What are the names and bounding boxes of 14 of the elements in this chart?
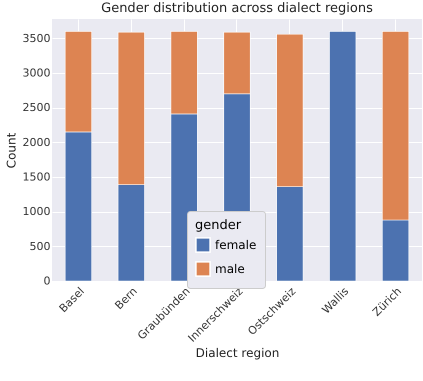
x-axis-title: Dialect region	[196, 346, 280, 360]
y-tick-label: 1500	[22, 170, 50, 184]
y-tick-label: 3500	[22, 32, 50, 45]
legend-title: gender	[195, 218, 242, 233]
y-tick-label: 0	[44, 274, 50, 288]
y-tick-label: 2500	[22, 101, 50, 114]
y-tick-label: 3000	[22, 66, 50, 80]
legend-label: female	[215, 238, 256, 252]
chart-title: Gender distribution across dialect regions	[101, 1, 374, 16]
y-axis-title: Count	[4, 132, 19, 168]
legend-label: male	[215, 262, 245, 276]
y-tick-label: 2000	[22, 136, 50, 149]
y-tick-label: 1000	[22, 205, 50, 218]
y-tick-label: 500	[30, 240, 50, 253]
